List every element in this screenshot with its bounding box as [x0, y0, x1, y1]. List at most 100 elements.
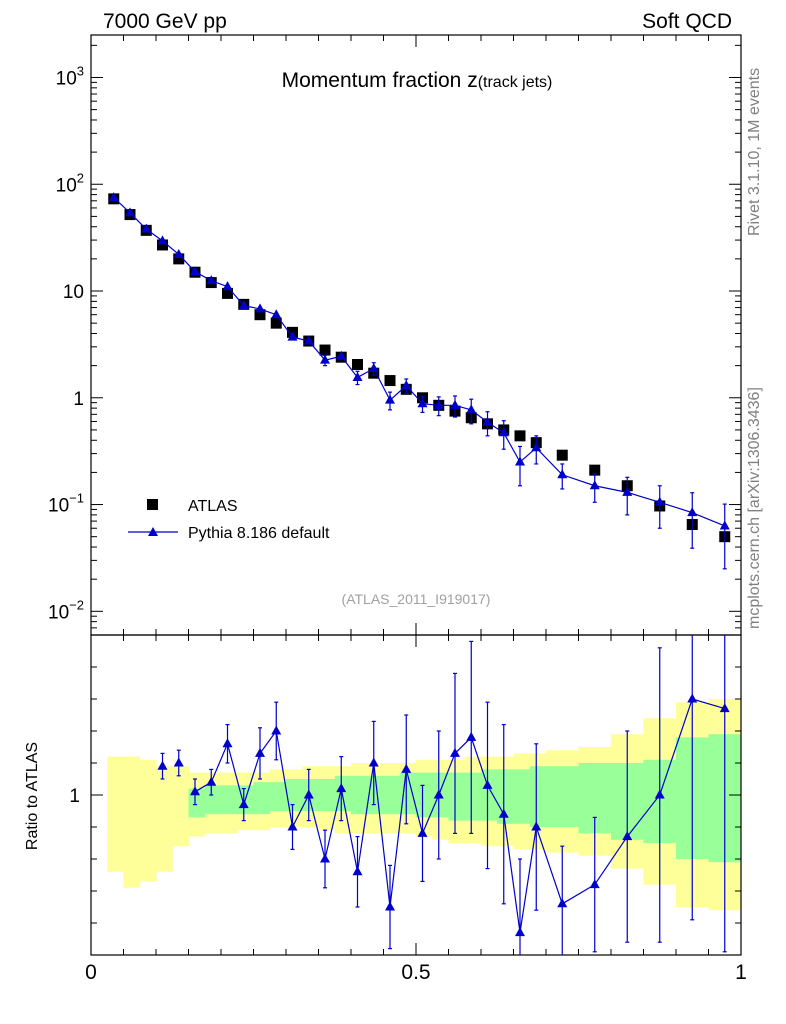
y-tick-label: 10−2 [48, 597, 84, 623]
ratio-ylabel: Ratio to ATLAS [24, 742, 41, 850]
pythia-ratio-marker [222, 738, 233, 748]
atlas-marker [514, 430, 526, 442]
y-tick-label-base: 10 [56, 175, 77, 196]
pythia-ratio-marker [271, 725, 282, 735]
pythia-marker [531, 442, 542, 452]
inner-band-segment [399, 772, 417, 815]
pythia-ratio-marker [368, 757, 379, 767]
y-tick-label-base: 10 [48, 496, 69, 517]
header-right-label: Soft QCD [642, 10, 732, 33]
y-tick-label-exponent: 3 [77, 63, 84, 78]
y-tick-label: 10 [63, 282, 84, 303]
pythia-marker [385, 394, 395, 404]
inner-band-segment [416, 772, 433, 818]
pythia-marker [719, 520, 730, 530]
inner-band-segment [188, 788, 206, 818]
pythia-ratio-marker [303, 789, 314, 799]
inner-band-segment [269, 782, 287, 811]
pythia-ratio-marker [336, 783, 347, 793]
ratio-data-layer [157, 635, 730, 955]
inner-band-segment [546, 766, 579, 827]
legend-atlas-marker [147, 499, 158, 510]
atlas-marker [173, 253, 185, 265]
chart-title-z: z [467, 69, 478, 92]
ratio-y-tick-label: 1 [69, 786, 80, 807]
pythia-ratio-marker [385, 901, 395, 911]
atlas-marker [384, 375, 396, 387]
y-tick-label: 102 [56, 170, 84, 196]
pythia-ratio-marker [719, 703, 730, 713]
main-panel-frame [90, 34, 742, 636]
inner-band-segment [529, 766, 547, 827]
pythia-marker [255, 303, 265, 313]
chart-title-main: Momentum fraction [282, 69, 468, 92]
inner-band-segment [286, 779, 303, 811]
pythia-ratio-marker [238, 799, 249, 809]
pythia-marker [401, 380, 412, 390]
legend-pythia-marker [148, 527, 158, 536]
pythia-marker [498, 427, 509, 437]
analysis-id-label: (ATLAS_2011_I919017) [342, 591, 491, 607]
y-tick-label-base: 10 [56, 68, 77, 89]
pythia-marker [466, 404, 477, 414]
inner-band-segment [448, 772, 466, 821]
legend-atlas-label: ATLAS [188, 498, 238, 515]
inner-band-segment [383, 775, 401, 815]
pythia-marker [450, 399, 460, 409]
inner-band-segment [481, 769, 498, 821]
pythia-marker [157, 235, 168, 245]
atlas-marker [556, 449, 568, 461]
y-tick-label-exponent: −1 [69, 491, 84, 506]
pythia-ratio-line [194, 698, 725, 933]
pythia-ratio-marker [433, 789, 444, 799]
inner-band-segment [253, 782, 271, 815]
atlas-marker [319, 344, 331, 356]
pythia-marker [352, 371, 363, 381]
pythia-ratio-marker [287, 821, 298, 831]
inner-band-segment [513, 769, 531, 824]
pythia-ratio-marker [531, 821, 542, 831]
pythia-ratio-marker [498, 808, 509, 818]
x-tick-labels: 0 0.5 1 [85, 961, 747, 984]
rivet-version-label: Rivet 3.1.10, 1M events [746, 68, 763, 236]
pythia-ratio-marker [515, 927, 525, 937]
y-tick-label-base: 10 [48, 602, 69, 623]
outer-band-segment [139, 759, 157, 882]
inner-band-segment [367, 775, 384, 815]
pythia-ratio-marker [157, 760, 168, 770]
main-data-layer [108, 192, 731, 570]
atlas-marker [157, 239, 168, 251]
pythia-ratio-marker [450, 747, 460, 757]
pythia-ratio-marker [687, 693, 698, 703]
chart-title-sub: (track jets) [478, 74, 553, 91]
pythia-ratio-marker [589, 879, 600, 889]
y-tick-label: 1 [73, 389, 84, 410]
pythia-ratio-marker [206, 776, 217, 786]
inner-band-segment [464, 772, 482, 821]
pythia-ratio-marker [352, 866, 363, 876]
pythia-ratio-marker [557, 898, 568, 908]
pythia-marker [654, 496, 665, 506]
mcplots-label: mcplots.cern.ch [arXiv:1306.3436] [746, 387, 763, 629]
pythia-ratio-marker [173, 757, 184, 767]
y-tick-label-exponent: −2 [69, 597, 84, 612]
pythia-marker [482, 416, 493, 426]
inner-band-segment [334, 775, 352, 811]
outer-band-segment [123, 756, 141, 888]
pythia-marker [287, 331, 298, 341]
pythia-marker [433, 399, 444, 409]
pythia-marker [125, 207, 135, 217]
y-tick-label: 10−1 [48, 491, 84, 517]
pythia-ratio-marker [482, 779, 493, 789]
pythia-marker [206, 275, 217, 285]
inner-band-segment [351, 775, 368, 815]
atlas-marker [589, 464, 601, 476]
pythia-marker [271, 309, 282, 319]
y-tick-label-exponent: 2 [77, 170, 84, 185]
x-tick-label: 0.5 [401, 961, 430, 984]
outer-band-segment [172, 766, 189, 847]
pythia-marker [108, 192, 119, 202]
chart-title: Momentum fraction z(track jets) [282, 69, 553, 92]
